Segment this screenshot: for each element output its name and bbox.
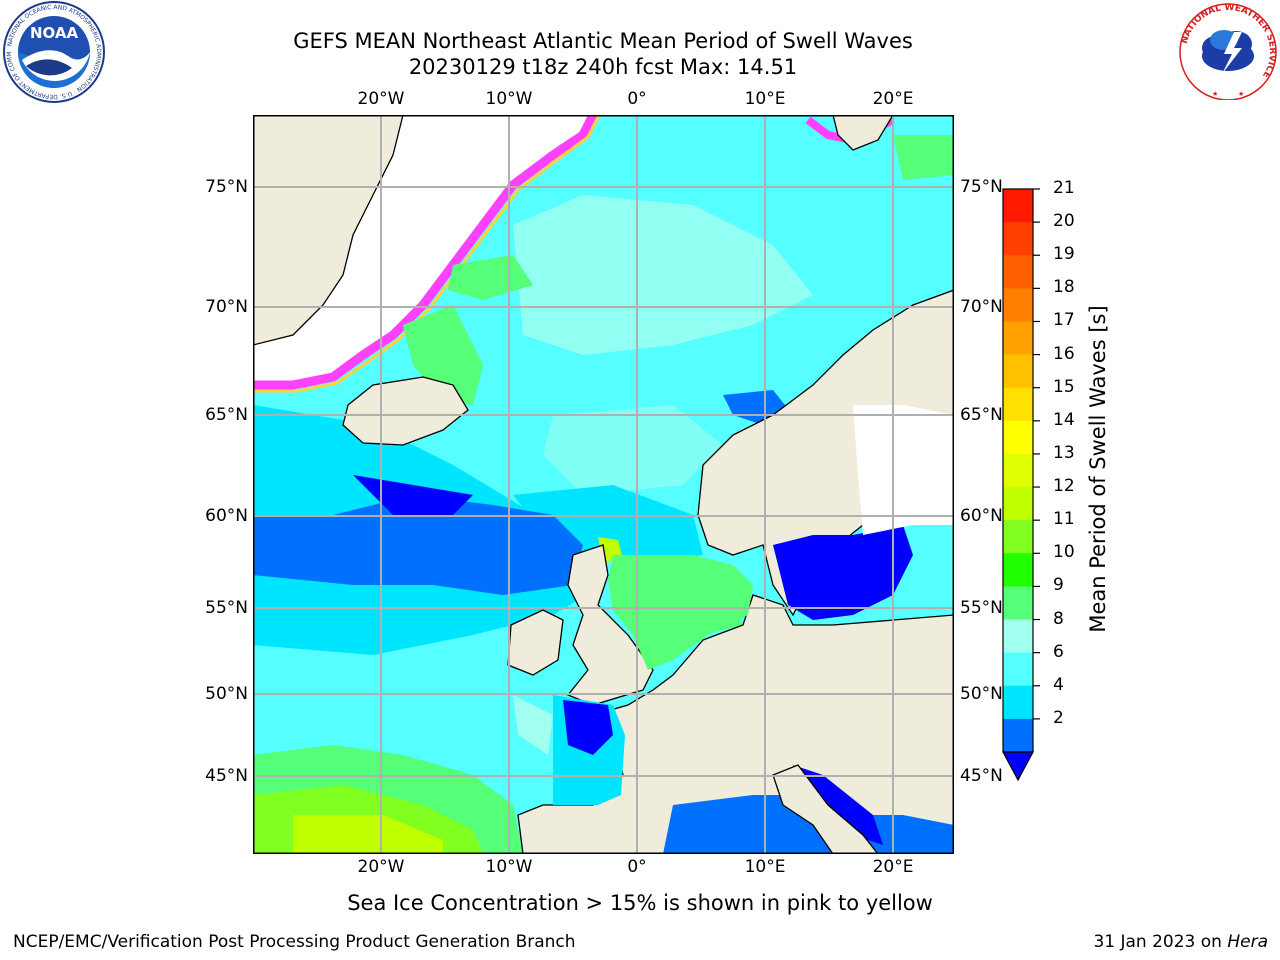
lon-label-bottom: 20°W — [357, 857, 405, 877]
colorbar-tick-label: 19 — [1053, 244, 1075, 265]
sea-ice-edge — [253, 115, 598, 390]
colorbar-tick-label: 4 — [1053, 674, 1064, 695]
footer-credit: NCEP/EMC/Verification Post Processing Pr… — [13, 932, 576, 952]
band-8-9s — [513, 195, 813, 355]
footer-machine: Hera — [1227, 932, 1268, 952]
colorbar-tick-label: 18 — [1053, 277, 1075, 298]
footer-date-text: 31 Jan 2023 on — [1093, 932, 1228, 952]
colorbar-segment — [1003, 652, 1033, 687]
chart-title-line1: GEFS MEAN Northeast Atlantic Mean Period… — [293, 29, 913, 53]
map-frame — [253, 115, 954, 854]
lat-label-left: 50°N — [205, 684, 248, 704]
lat-label-left: 55°N — [205, 598, 248, 618]
band-2-4s — [253, 495, 583, 595]
svg-text:★: ★ — [1238, 90, 1244, 98]
mediterranean-shading — [663, 795, 954, 854]
colorbar-tick-label: 10 — [1053, 542, 1075, 563]
colorbar-segment — [1003, 189, 1033, 223]
band-8-9s — [513, 695, 553, 755]
lon-label-top: 20°E — [872, 89, 914, 109]
lat-label-right: 60°N — [960, 506, 1003, 526]
colorbar-tick-label: 16 — [1053, 343, 1075, 364]
lat-label-right: 50°N — [960, 684, 1003, 704]
lon-label-bottom: 0° — [627, 857, 647, 877]
noaa-logo: NATIONAL OCEANIC AND ATMOSPHERIC ADMINIS… — [2, 0, 105, 103]
colorbar-tick-label: 14 — [1053, 409, 1075, 430]
lon-label-bottom: 20°E — [872, 857, 914, 877]
colorbar-tick-label: 20 — [1053, 211, 1075, 232]
band-8-9s — [543, 405, 723, 495]
colorbar-tick-label: 2 — [1053, 707, 1064, 728]
land-italy — [772, 764, 879, 854]
colorbar-segment — [1003, 520, 1033, 554]
colorbar-segment — [1003, 453, 1033, 488]
lat-label-left: 65°N — [205, 405, 248, 425]
colorbar-segment — [1003, 354, 1033, 389]
nws-logo: NATIONAL WEATHER SERVICE ★ ★ — [1179, 3, 1277, 100]
swell-period-map — [253, 115, 954, 854]
colorbar-tick-label: 21 — [1053, 178, 1075, 198]
colorbar-segment — [1003, 685, 1033, 720]
sea-ice-edge-inner — [253, 116, 600, 393]
lat-label-right: 55°N — [960, 598, 1003, 618]
colorbar-segment — [1003, 288, 1033, 322]
lon-label-top: 10°W — [485, 89, 533, 109]
lat-label-right: 70°N — [960, 297, 1003, 317]
lat-label-right: 75°N — [960, 177, 1003, 197]
colorbar-tick-label: 12 — [1053, 476, 1075, 497]
colorbar-segment — [1003, 255, 1033, 289]
footer-date: 31 Jan 2023 on Hera — [1093, 932, 1268, 952]
colorbar-frame — [1002, 188, 1034, 753]
lat-label-left: 60°N — [205, 506, 248, 526]
land-svalbard — [832, 115, 894, 151]
lat-label-left: 75°N — [205, 177, 248, 197]
land-greenland — [253, 115, 404, 346]
colorbar-under-arrow — [1001, 751, 1035, 782]
lon-label-top: 10°E — [744, 89, 786, 109]
colorbar-segment — [1003, 222, 1033, 256]
colorbar-segment — [1003, 387, 1033, 422]
colorbar-tick-label: 8 — [1053, 608, 1064, 629]
band-9-10s — [403, 305, 483, 405]
colorbar-tick-label: 15 — [1053, 376, 1075, 397]
svg-text:★: ★ — [1212, 90, 1218, 98]
colorbar-segment — [1003, 321, 1033, 356]
colorbar-segment — [1003, 553, 1033, 587]
map-gridlines — [253, 115, 954, 854]
band-12-13s — [293, 815, 443, 854]
lon-label-bottom: 10°W — [485, 857, 533, 877]
colorbar-segment — [1003, 420, 1033, 455]
colorbar-segment — [1003, 586, 1033, 621]
baltic-sea-shading — [773, 525, 913, 620]
land-great-britain — [566, 544, 654, 706]
colorbar-tick-label: 13 — [1053, 442, 1075, 463]
colorbar-tick-label: 11 — [1053, 509, 1075, 530]
band-9-10s — [448, 255, 533, 300]
band-9-10s — [893, 135, 954, 180]
colorbar-tick-label: 6 — [1053, 641, 1064, 662]
colorbar-title: Mean Period of Swell Waves [s] — [1086, 305, 1110, 633]
land-iceland — [342, 376, 469, 446]
north-sea-shading — [608, 555, 753, 670]
colorbar-segment — [1003, 619, 1033, 654]
chart-title-line2: 20230129 t18z 240h fcst Max: 14.51 — [408, 55, 798, 79]
lon-label-bottom: 10°E — [744, 857, 786, 877]
band-under-2s — [563, 700, 613, 755]
colorbar-segment — [1003, 718, 1033, 753]
lat-label-right: 45°N — [960, 766, 1003, 786]
colorbar — [1001, 188, 1040, 782]
lon-label-top: 20°W — [357, 89, 405, 109]
sea-ice-note: Sea Ice Concentration > 15% is shown in … — [347, 891, 933, 915]
noaa-logo-text: NOAA — [30, 24, 79, 42]
lat-label-left: 70°N — [205, 297, 248, 317]
lat-label-right: 65°N — [960, 405, 1003, 425]
colorbar-segment — [1003, 487, 1033, 521]
adriatic-shading — [793, 765, 883, 845]
lon-label-top: 0° — [627, 89, 647, 109]
colorbar-tick-label: 17 — [1053, 310, 1075, 331]
colorbar-tick-label: 9 — [1053, 575, 1064, 596]
gulf-of-bothnia-no-data — [853, 405, 954, 535]
band-under-2s — [353, 475, 473, 515]
lat-label-left: 45°N — [205, 766, 248, 786]
